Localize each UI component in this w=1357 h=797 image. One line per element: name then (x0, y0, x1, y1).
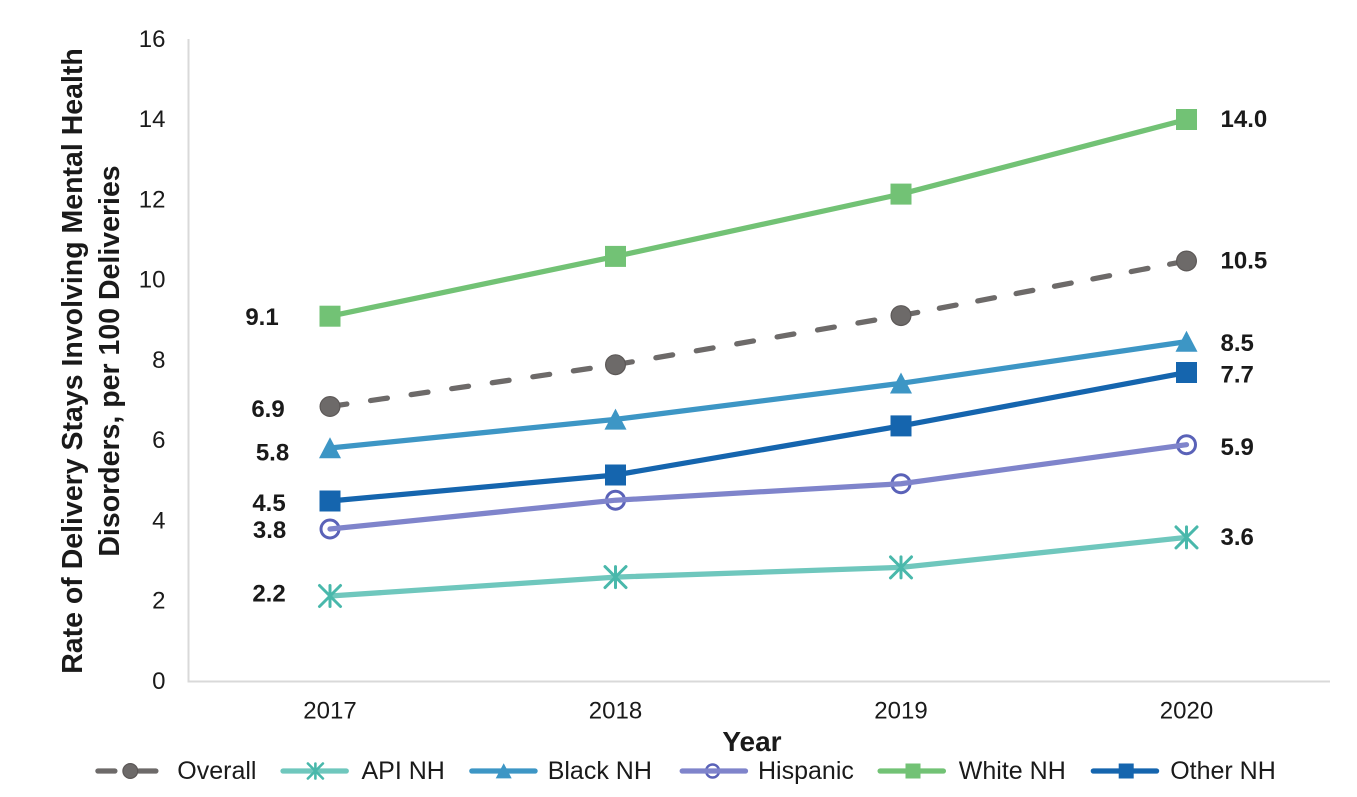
svg-text:API NH: API NH (362, 757, 445, 785)
svg-text:16: 16 (139, 26, 166, 53)
svg-text:4.5: 4.5 (252, 490, 285, 517)
svg-text:Disorders, per 100 Deliveries: Disorders, per 100 Deliveries (94, 165, 126, 556)
svg-text:Year: Year (722, 726, 781, 757)
svg-text:2.2: 2.2 (252, 581, 285, 608)
svg-text:7.7: 7.7 (1221, 362, 1254, 389)
svg-text:6: 6 (152, 427, 165, 454)
svg-text:2: 2 (152, 588, 165, 615)
svg-text:9.1: 9.1 (245, 304, 278, 331)
svg-text:Black NH: Black NH (548, 757, 652, 785)
svg-text:14: 14 (139, 106, 166, 133)
svg-text:6.9: 6.9 (251, 396, 284, 423)
svg-text:12: 12 (139, 186, 166, 213)
svg-text:Other NH: Other NH (1170, 757, 1276, 785)
svg-text:4: 4 (152, 507, 165, 534)
svg-text:8.5: 8.5 (1221, 330, 1254, 357)
svg-text:3.8: 3.8 (253, 517, 286, 544)
svg-text:2018: 2018 (589, 698, 642, 725)
svg-text:14.0: 14.0 (1221, 106, 1268, 133)
svg-text:8: 8 (152, 347, 165, 374)
svg-text:Rate of Delivery Stays Involvi: Rate of Delivery Stays Involving Mental … (57, 48, 89, 674)
svg-text:2020: 2020 (1160, 698, 1213, 725)
svg-text:3.6: 3.6 (1221, 524, 1254, 551)
svg-text:Hispanic: Hispanic (758, 757, 854, 785)
svg-text:5.8: 5.8 (256, 439, 289, 466)
svg-text:10: 10 (139, 267, 166, 294)
svg-text:10.5: 10.5 (1221, 248, 1268, 275)
svg-text:2019: 2019 (874, 698, 927, 725)
svg-text:2017: 2017 (303, 698, 356, 725)
svg-text:0: 0 (152, 668, 165, 695)
svg-text:White NH: White NH (959, 757, 1066, 785)
svg-text:5.9: 5.9 (1221, 434, 1254, 461)
svg-text:Overall: Overall (177, 757, 256, 785)
